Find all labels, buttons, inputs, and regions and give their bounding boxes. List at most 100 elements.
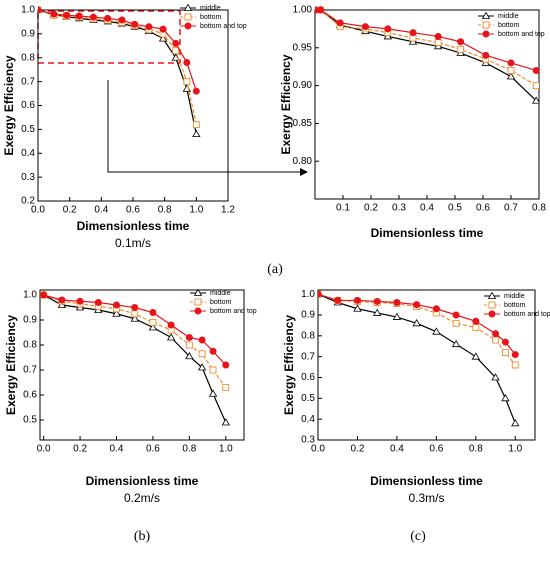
x-tick-label: 0.4 bbox=[110, 444, 124, 455]
marker bbox=[501, 349, 509, 356]
marker bbox=[131, 20, 139, 28]
marker bbox=[40, 291, 48, 299]
marker bbox=[511, 419, 520, 427]
marker bbox=[104, 14, 112, 22]
y-tick-label: 0.80 bbox=[293, 156, 313, 167]
y-tick-label: 0.8 bbox=[21, 52, 35, 63]
x-tick-label: 0.3 bbox=[392, 203, 406, 214]
x-tick-label: 0.0 bbox=[31, 205, 45, 216]
legend-marker bbox=[194, 298, 202, 306]
legend-label: bottom and top bbox=[504, 311, 550, 318]
marker bbox=[452, 311, 460, 319]
marker bbox=[183, 59, 191, 67]
legend-label: middle bbox=[200, 5, 221, 12]
marker bbox=[373, 297, 381, 305]
x-tick-label: 0.5 bbox=[448, 203, 462, 214]
marker bbox=[353, 304, 362, 312]
y-tick-label: 0.5 bbox=[23, 415, 37, 426]
marker bbox=[392, 312, 402, 320]
y-tick-label: 1.0 bbox=[301, 289, 315, 300]
marker bbox=[434, 39, 442, 46]
subtitle: 0.1m/s bbox=[115, 236, 151, 250]
marker bbox=[131, 304, 139, 311]
legend-marker bbox=[184, 13, 192, 21]
marker bbox=[222, 361, 230, 369]
marker bbox=[353, 296, 361, 304]
marker bbox=[130, 314, 139, 322]
y-tick-label: 0.7 bbox=[301, 351, 315, 362]
marker bbox=[532, 82, 539, 90]
y-tick-label: 0.2 bbox=[21, 196, 35, 207]
marker bbox=[472, 324, 480, 331]
marker bbox=[58, 296, 66, 304]
marker bbox=[192, 121, 200, 129]
legend-label: middle bbox=[504, 293, 525, 300]
subtitle: 0.2m/s bbox=[124, 491, 160, 505]
marker bbox=[492, 330, 500, 338]
marker bbox=[118, 16, 126, 24]
legend-marker bbox=[481, 11, 491, 19]
x-tick-label: 0.2 bbox=[364, 203, 378, 214]
plot-frame bbox=[314, 9, 540, 200]
marker bbox=[89, 13, 97, 21]
legend-label: bottom and top bbox=[200, 23, 247, 30]
marker bbox=[113, 301, 120, 309]
marker bbox=[432, 327, 441, 335]
marker bbox=[94, 299, 102, 306]
legend-marker bbox=[488, 301, 496, 309]
y-tick-label: 0.5 bbox=[301, 393, 315, 404]
marker bbox=[159, 25, 167, 33]
marker bbox=[38, 6, 42, 14]
plot-area bbox=[40, 290, 230, 426]
legend-label: middle bbox=[210, 290, 231, 297]
x-tick-label: 1.0 bbox=[189, 205, 203, 216]
marker bbox=[149, 319, 157, 326]
legend-label: bottom bbox=[504, 302, 526, 309]
marker bbox=[511, 351, 519, 359]
x-tick-label: 0.2 bbox=[351, 444, 365, 455]
marker bbox=[501, 338, 509, 346]
x-tick-label: 0.2 bbox=[73, 444, 87, 455]
panel-label: (a) bbox=[267, 262, 283, 277]
marker bbox=[393, 299, 401, 306]
x-tick-label: 0.6 bbox=[126, 205, 140, 216]
legend-marker bbox=[193, 288, 203, 296]
x-tick-label: 0.4 bbox=[420, 203, 434, 214]
y-tick-label: 0.9 bbox=[301, 310, 315, 321]
legend-marker bbox=[488, 310, 496, 318]
marker bbox=[532, 66, 539, 74]
marker bbox=[471, 352, 481, 360]
x-tick-label: 1.0 bbox=[219, 444, 233, 455]
y-tick-label: 0.95 bbox=[293, 42, 313, 53]
y-tick-label: 0.4 bbox=[301, 414, 315, 425]
y-tick-label: 1.00 bbox=[293, 5, 313, 16]
marker bbox=[452, 319, 460, 327]
marker bbox=[457, 45, 465, 53]
legend-marker bbox=[482, 21, 490, 29]
legend-label: bottom bbox=[498, 22, 520, 29]
x-tick-label: 0.0 bbox=[37, 444, 51, 455]
marker bbox=[183, 78, 191, 86]
x-tick-label: 1.2 bbox=[221, 205, 235, 216]
arrow-head bbox=[300, 168, 308, 176]
marker bbox=[492, 336, 499, 344]
plot-area bbox=[318, 289, 520, 427]
marker bbox=[185, 334, 193, 341]
marker bbox=[75, 12, 83, 20]
marker bbox=[198, 350, 206, 358]
marker bbox=[451, 339, 461, 348]
marker bbox=[506, 72, 516, 80]
marker bbox=[145, 23, 153, 31]
legend-marker bbox=[194, 307, 202, 315]
marker bbox=[192, 87, 200, 95]
marker bbox=[172, 39, 180, 47]
y-tick-label: 1.0 bbox=[23, 290, 37, 301]
marker bbox=[532, 96, 539, 104]
marker bbox=[317, 6, 325, 14]
y-axis-label: Exergy Efficiency bbox=[279, 54, 293, 154]
y-tick-label: 1.0 bbox=[21, 5, 35, 16]
legend-marker bbox=[184, 22, 192, 30]
marker bbox=[63, 11, 70, 19]
y-tick-label: 0.8 bbox=[23, 340, 37, 351]
